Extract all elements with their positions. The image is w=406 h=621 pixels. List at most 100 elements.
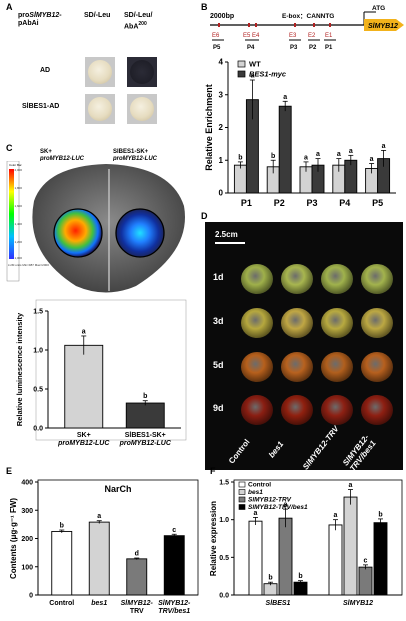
y-tick-label: 0 <box>219 189 224 198</box>
infiltration-right <box>115 208 165 258</box>
scale-bar-label: 2.5cm <box>215 230 238 239</box>
significance-letter: a <box>349 148 353 155</box>
panel-a-col3-header: SD/-Leu/ AbA200 <box>124 12 152 31</box>
y-tick-label: 0.0 <box>33 426 43 433</box>
col3-sup: 200 <box>138 21 147 27</box>
bar <box>248 520 263 596</box>
significance-letter: d <box>135 550 139 557</box>
bar <box>278 105 292 194</box>
col3-line1: SD/-Leu/ <box>124 12 153 19</box>
colorbar-tick-4: 1,200 <box>15 240 23 244</box>
tomato-fruit <box>321 352 353 382</box>
tomato-fruit <box>361 352 393 382</box>
legend-swatch <box>238 489 246 495</box>
bar <box>233 164 247 194</box>
label-left-line2: proMYB12-LUC <box>40 156 85 162</box>
legend-swatch <box>237 70 246 78</box>
tomato-fruit <box>321 308 353 338</box>
legend-label: SlMYB12-TRV <box>248 497 292 504</box>
category-label: bes1 <box>91 600 107 607</box>
bar <box>344 159 358 194</box>
significance-letter: a <box>82 328 86 335</box>
y-tick-label: 0.0 <box>219 593 229 600</box>
y-tick-label: 2 <box>219 123 224 132</box>
category-label: P2 <box>274 198 285 208</box>
bar <box>358 566 373 596</box>
category-label: SlBES1 <box>266 600 291 607</box>
legend-swatch <box>238 496 246 503</box>
tomato-fruit <box>241 352 273 382</box>
tomato-fruit <box>321 395 353 425</box>
header-gene: SlMYB12 <box>29 12 60 19</box>
significance-letter: a <box>97 513 101 520</box>
ebox-mark-e3 <box>294 23 296 27</box>
panel-a-col2-header: SD/-Leu <box>84 12 111 19</box>
significance-letter: b <box>378 511 382 518</box>
category-label: P3 <box>306 198 317 208</box>
primer-p5: P5 <box>213 45 221 51</box>
chart-frame <box>35 299 187 441</box>
legend-swatch <box>238 481 246 488</box>
y-axis-label: Relative luminescence intensity <box>15 312 24 426</box>
day-9d: 9d <box>213 403 224 413</box>
category-label: TRV/bes1 <box>158 608 190 615</box>
y-tick-label: 3 <box>219 90 224 99</box>
significance-letter: b <box>143 393 147 400</box>
colorbar <box>9 169 14 259</box>
category-label: TRV <box>130 608 144 615</box>
y-axis-label: Relative Enrichment <box>204 84 214 171</box>
atg-label: ATG <box>372 5 385 12</box>
colony-bes1-sdleu <box>88 97 112 121</box>
tomato-fruit <box>241 308 273 338</box>
ebox-mark-e5 <box>248 23 250 27</box>
category-label: P4 <box>339 198 350 208</box>
fruit-photo: 2.5cm 1d 3d 5d 9d Control bes1 SlMYB12-T… <box>205 222 403 473</box>
infiltration-left <box>53 208 103 258</box>
legend-label: WT <box>249 60 261 69</box>
significance-letter: b <box>60 523 64 530</box>
scale-bar <box>215 242 245 244</box>
y-tick-label: 100 <box>21 564 33 571</box>
bar <box>343 496 358 596</box>
y-tick-label: 0 <box>29 593 33 600</box>
colony-ad-sdleu <box>88 60 112 84</box>
category-label: SlMYB12- <box>121 600 154 607</box>
bar <box>163 535 185 596</box>
colorbar-tick-3: 1,400 <box>15 222 23 226</box>
category-label: SlMYB12 <box>343 600 373 607</box>
gene-arrow <box>364 19 404 31</box>
panel-a-row-bes1-ad: SlBES1-AD <box>22 103 60 110</box>
y-tick-label: 1.5 <box>33 309 43 316</box>
significance-letter: a <box>337 151 341 158</box>
label-right-line1: SlBES1-SK+ <box>113 149 149 155</box>
col3-line2: AbA <box>124 23 139 31</box>
significance-letter: a <box>254 510 258 517</box>
legend-label: Control <box>248 482 271 489</box>
legend-label: bes1 <box>248 489 263 496</box>
colorbar-title: Color Bar <box>9 163 22 167</box>
ebox-mark-e1 <box>329 23 331 27</box>
bar <box>125 402 165 429</box>
significance-letter: a <box>250 73 254 80</box>
tomato-fruit <box>281 352 313 382</box>
panel-label-b: B <box>201 2 208 12</box>
panel-c-label-left: SK+ proMYB12-LUC <box>40 149 84 163</box>
colorbar-tick-0: 2,000 <box>15 168 23 172</box>
y-tick-label: 200 <box>21 536 33 543</box>
colony-bes1-aba <box>130 97 154 121</box>
significance-letter: a <box>382 143 386 150</box>
legend-swatch <box>237 60 246 68</box>
y-tick-label: 1.0 <box>33 348 43 355</box>
colorbar-tick-5: 1,000 <box>15 256 23 260</box>
chart-e-narch: NarCh 0 100 200 300 400 Contents (μg·g⁻¹ FW) b C… <box>9 480 199 615</box>
significance-letter: b <box>238 154 242 161</box>
tomato-fruit <box>281 264 313 294</box>
bar <box>278 517 293 596</box>
legend-label: SlMYB12-TRV/bes1 <box>248 504 308 511</box>
bar <box>293 581 308 596</box>
primer-p3: P3 <box>290 45 298 51</box>
tomato-fruit <box>281 308 313 338</box>
bar <box>328 524 343 596</box>
panel-label-f: F <box>210 466 216 476</box>
category-label: Control <box>49 600 74 607</box>
